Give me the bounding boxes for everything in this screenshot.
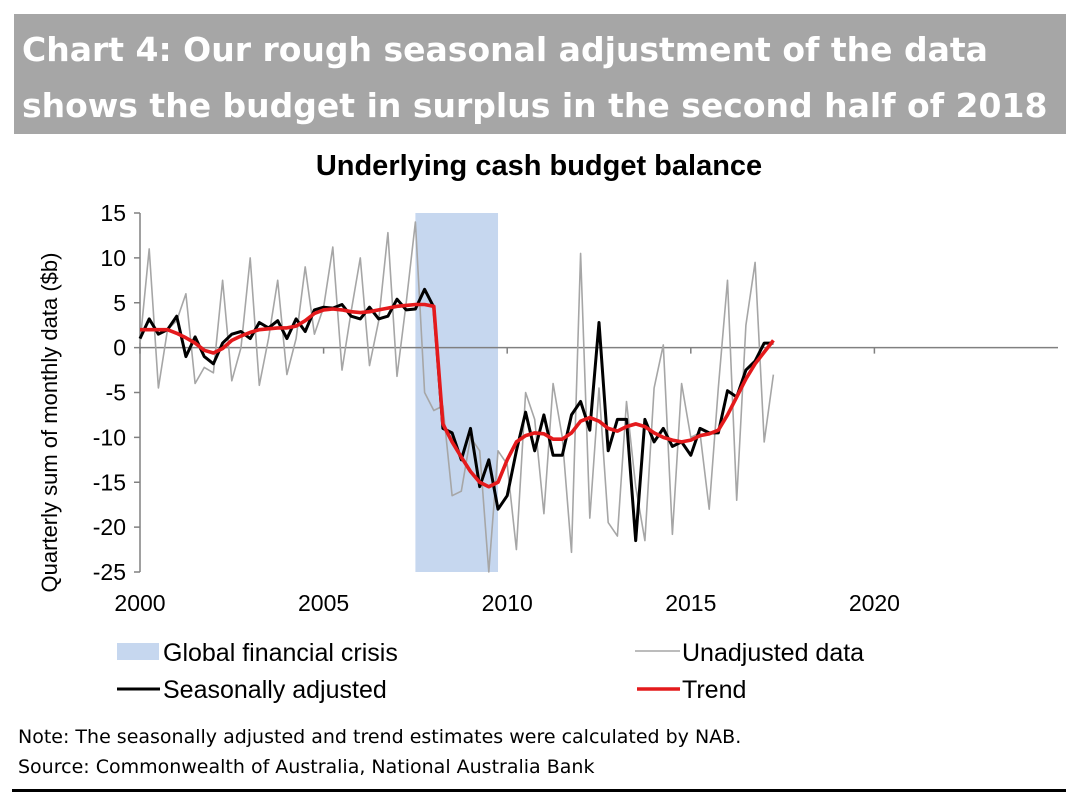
x-tick-label: 2020	[849, 590, 900, 616]
legend-gfc-label: Global financial crisis	[163, 639, 398, 667]
chart-title: Underlying cash budget balance	[316, 150, 762, 182]
y-tick-label: 5	[113, 290, 126, 316]
legend-seasonal-label: Seasonally adjusted	[163, 676, 387, 704]
x-tick-label: 2010	[482, 590, 533, 616]
legend-unadjusted-label: Unadjusted data	[682, 639, 864, 667]
y-tick-label: 0	[113, 335, 126, 361]
y-tick-label: -10	[93, 424, 126, 450]
x-tick-label: 2000	[114, 590, 165, 616]
gfc-shaded-region	[415, 213, 499, 572]
chart-header-line-2: shows the budget in surplus in the secon…	[22, 86, 1048, 125]
chart-note: Note: The seasonally adjusted and trend …	[18, 726, 742, 748]
y-axis-label: Quarterly sum of monthly data ($b)	[37, 253, 62, 593]
x-tick-label: 2005	[298, 590, 349, 616]
y-tick-label: 15	[100, 200, 126, 226]
y-tick-label: -20	[93, 514, 126, 540]
y-tick-label: -15	[93, 469, 126, 495]
chart-source: Source: Commonwealth of Australia, Natio…	[18, 756, 595, 778]
x-tick-label: 2015	[665, 590, 716, 616]
budget-balance-chart: Underlying cash budget balance 15 10 5 0 -5 -1…	[37, 150, 1058, 704]
chart-header-banner: Chart 4: Our rough seasonal adjustment o…	[14, 14, 1066, 134]
bottom-divider	[12, 789, 1066, 792]
chart-header-line-1: Chart 4: Our rough seasonal adjustment o…	[22, 30, 988, 69]
y-tick-label: -25	[93, 559, 126, 585]
y-tick-label: -5	[106, 380, 126, 406]
trend-line	[140, 302, 775, 489]
legend-gfc-swatch	[117, 643, 159, 660]
legend-trend-label: Trend	[682, 676, 746, 704]
y-tick-label: 10	[100, 245, 126, 271]
